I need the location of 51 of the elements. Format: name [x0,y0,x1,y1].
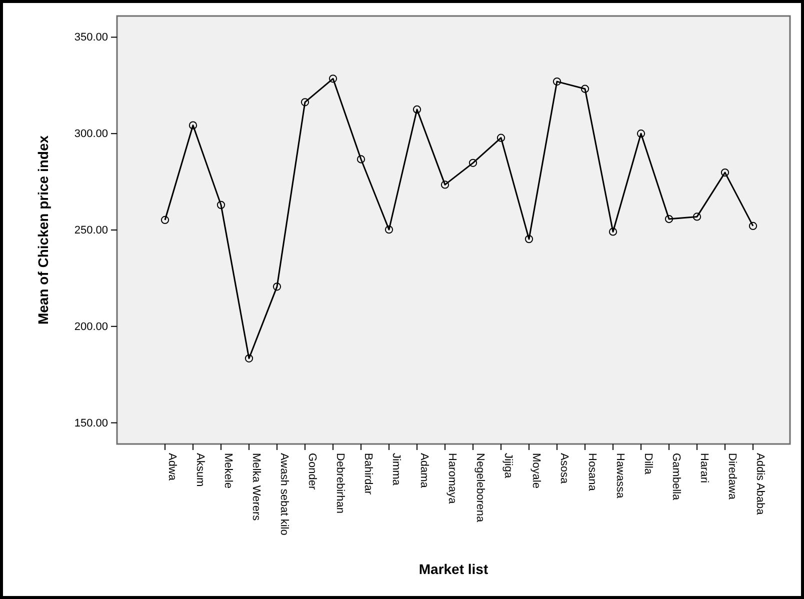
point [692,212,702,221]
x-tick-label: Bahirdar [362,453,374,495]
point [384,226,394,234]
y-tick-label: 250.00 [74,224,108,237]
x-tick-label: Jijiga [502,453,514,479]
point [664,214,674,224]
point [412,105,422,114]
x-tick-label: Diredawa [726,453,738,500]
point [496,134,506,142]
point [720,168,730,177]
point [552,77,562,86]
point [300,98,310,106]
point [160,216,170,224]
x-tick-label: Hosana [586,453,598,492]
point [356,155,366,164]
x-tick-label: Harari [698,453,710,483]
x-tick-label: Hawassa [614,453,626,500]
x-tick-label: Haromaya [446,453,458,505]
x-axis-title: Market list [418,561,488,577]
x-tick-label: Addis Ababa [754,453,766,516]
x-tick-label: Aksum [194,453,206,487]
y-tick-label: 350.00 [74,32,108,44]
x-tick-label: Adwa [166,453,178,482]
x-tick-label: Debrebirhan [334,453,346,514]
point [580,84,590,93]
x-tick-label: Dilla [642,453,654,476]
x-tick-label: Negeleborena [474,453,486,523]
point [328,74,338,83]
point [468,158,478,167]
point [440,180,450,189]
point [216,200,226,209]
x-tick-label: Adama [418,453,430,489]
y-tick-label: 150.00 [74,417,108,430]
x-tick-label: Moyale [530,453,542,488]
point [272,282,282,291]
x-tick-label: Awash sebat kilo [278,453,290,536]
point [524,235,534,244]
y-tick-label: 300.00 [74,128,108,140]
y-tick-label: 200.00 [74,320,108,333]
point [188,121,198,130]
point [244,354,254,362]
point [608,228,618,236]
point [748,222,758,230]
x-tick-label: Gambella [670,453,682,501]
x-tick-label: Jimma [390,453,402,486]
x-tick-label: Asosa [558,453,570,484]
y-axis-title: Mean of Chicken price index [35,135,51,325]
x-tick-label: Melka Werers [250,453,262,522]
point [636,130,646,138]
x-tick-label: Gonder [306,453,318,490]
x-tick-label: Mekele [222,453,234,488]
